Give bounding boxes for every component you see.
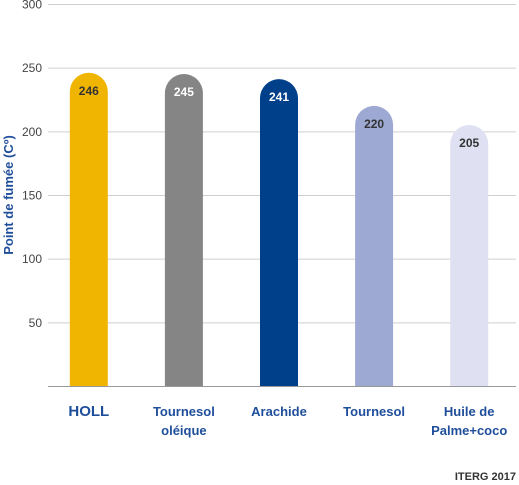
- bar-value-label: 246: [79, 84, 99, 98]
- y-tick-label: 300: [22, 0, 42, 12]
- bars: 246 245 241 220 205: [69, 72, 489, 387]
- x-category-label: Huile de: [444, 404, 495, 419]
- y-tick-label: 50: [29, 316, 43, 330]
- bar: [355, 105, 394, 386]
- bar: [164, 74, 203, 387]
- x-category-label: oléique: [161, 423, 207, 438]
- y-tick-label: 250: [22, 61, 42, 75]
- bar: [450, 124, 489, 386]
- y-axis-ticks: 50 100 150 200 250 300: [22, 0, 42, 330]
- x-category-label: Arachide: [251, 404, 307, 419]
- bar: [260, 79, 298, 387]
- x-category-label: HOLL: [68, 403, 109, 420]
- y-tick-label: 200: [22, 125, 42, 139]
- x-axis-categories: HOLL Tournesol oléique Arachide Tournesol Hui…: [68, 403, 507, 438]
- y-axis-label: Point de fumée (Cº): [1, 135, 16, 255]
- bar: [69, 72, 108, 386]
- bar-value-label: 220: [364, 117, 384, 131]
- bar-value-label: 245: [174, 85, 194, 99]
- y-tick-label: 150: [22, 189, 42, 203]
- x-category-label: Tournesol: [153, 404, 215, 419]
- bar-value-label: 205: [459, 136, 479, 150]
- x-category-label: Tournesol: [343, 404, 405, 419]
- source-note: ITERG 2017: [455, 471, 516, 483]
- x-category-label: Palme+coco: [431, 423, 507, 438]
- bar-value-label: 241: [269, 90, 289, 104]
- y-tick-label: 100: [22, 252, 42, 266]
